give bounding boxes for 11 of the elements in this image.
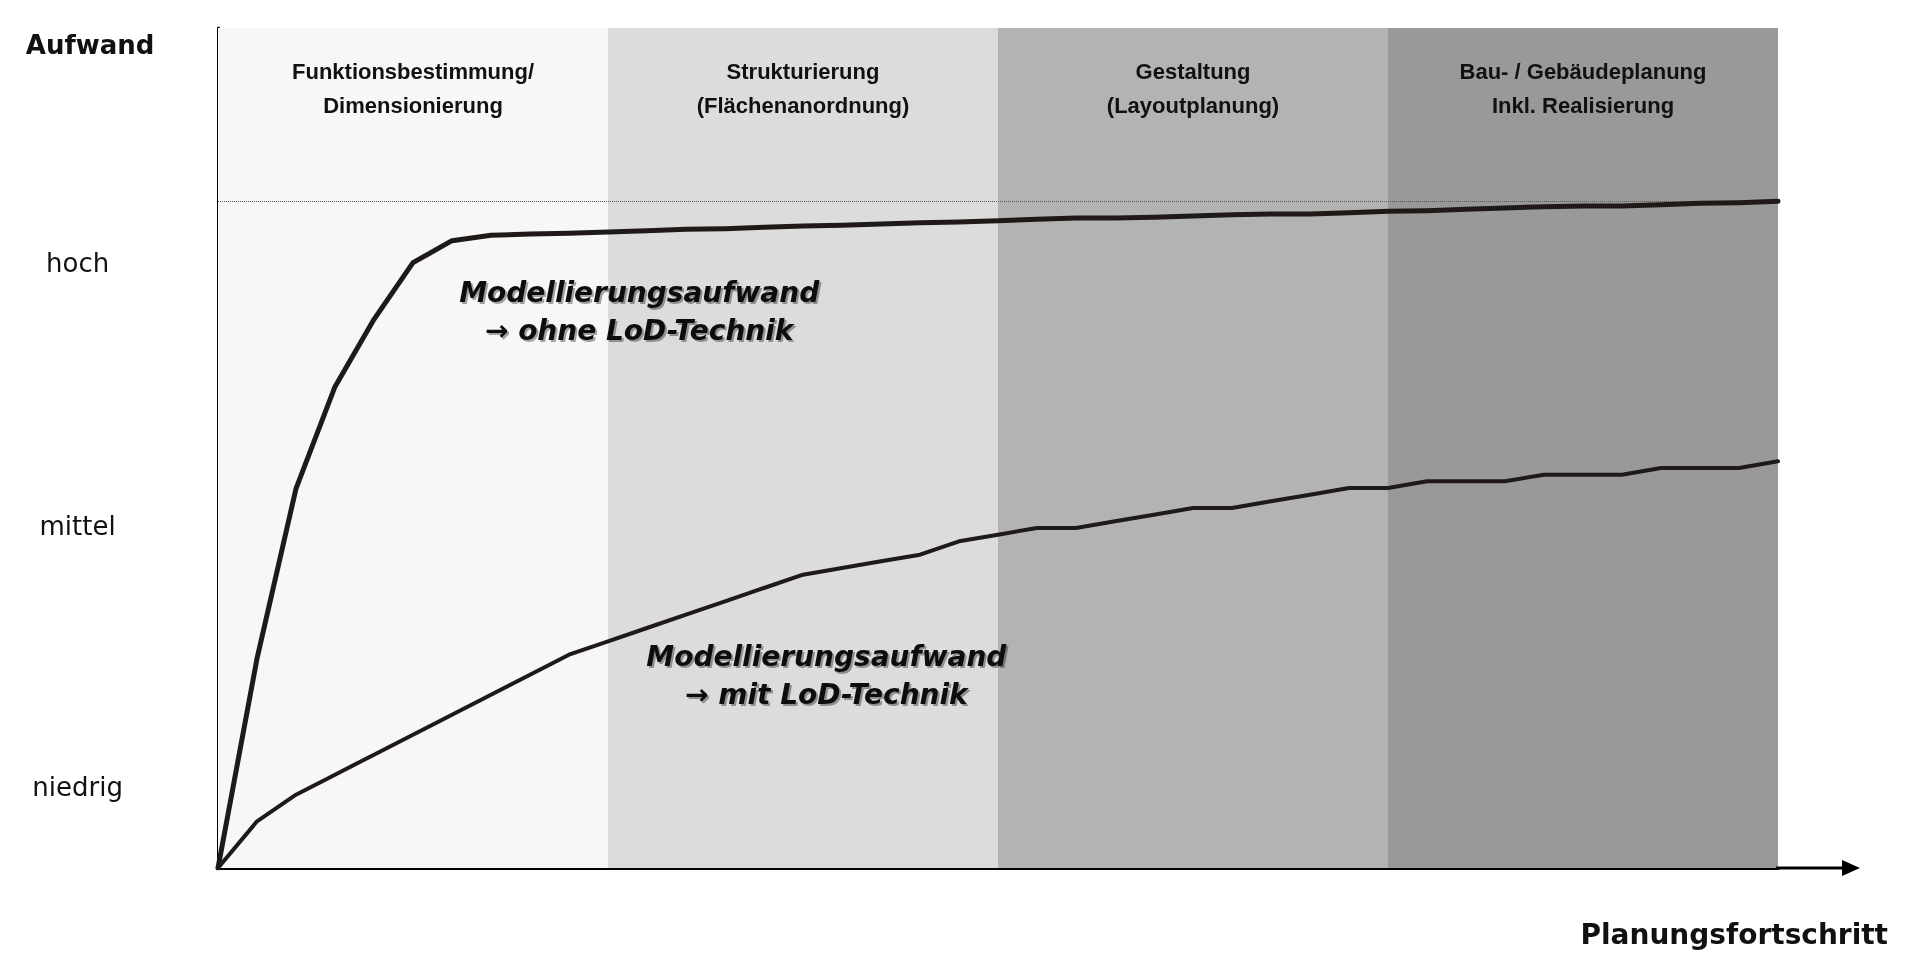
text: Aufwand <box>25 29 155 60</box>
text: Gestaltung (Layoutplanung) <box>1106 58 1280 118</box>
text: Strukturierung (Flächenanordnung) <box>696 58 910 118</box>
x-axis-title: Planungsfortschritt <box>1580 917 1889 951</box>
text: niedrig <box>32 771 123 802</box>
text: hoch <box>46 248 110 279</box>
annotation: Modellierungsaufwand → mit LoD-Technik <box>646 639 1008 711</box>
annotation: Modellierungsaufwand → ohne LoD-Technik <box>459 275 821 347</box>
text: Bau- / Gebäudeplanung Inkl. Realisierung <box>1459 58 1707 118</box>
text: mittel <box>39 511 116 541</box>
text: Funktionsbestimmung/ Dimensionierung <box>292 58 534 118</box>
